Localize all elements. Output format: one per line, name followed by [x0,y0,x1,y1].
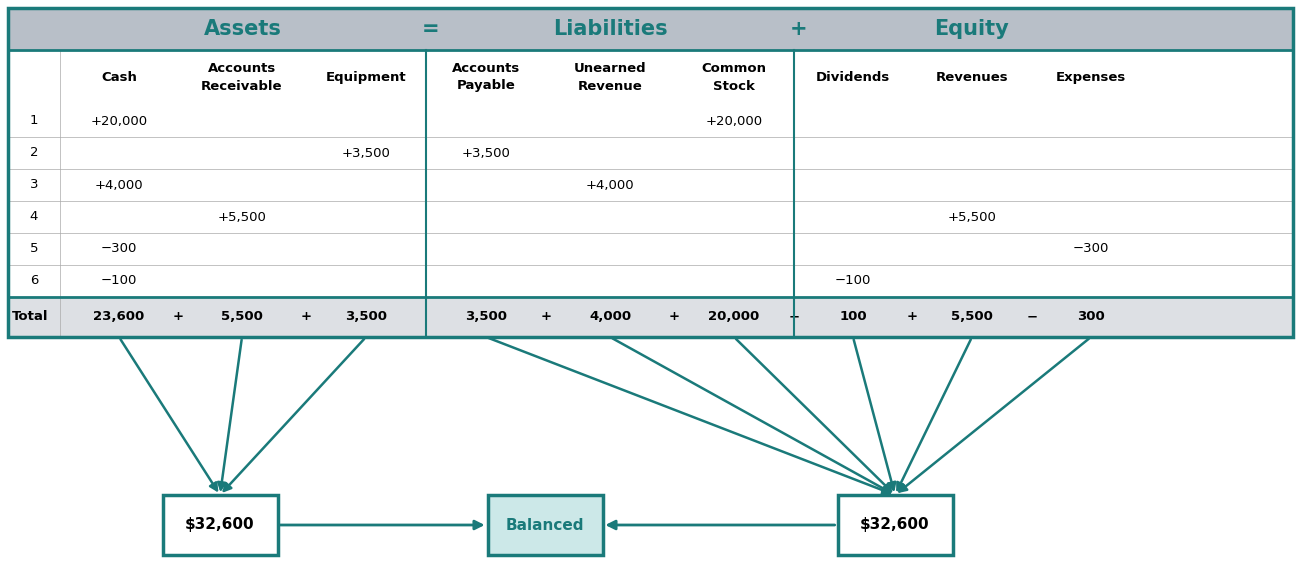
Text: +: + [907,310,917,324]
Text: Liabilities: Liabilities [553,19,667,39]
Text: 300: 300 [1077,310,1105,324]
Text: +: + [301,310,311,324]
Text: 3,500: 3,500 [345,310,386,324]
Text: Equity: Equity [934,19,1010,39]
Text: Revenues: Revenues [935,71,1008,84]
Text: −100: −100 [835,274,872,288]
Text: 100: 100 [839,310,866,324]
Text: +3,500: +3,500 [342,147,390,160]
Text: $32,600: $32,600 [185,517,255,532]
Text: +: + [173,310,183,324]
Bar [838,495,952,555]
Text: +: + [540,310,552,324]
Text: 4,000: 4,000 [589,310,631,324]
Text: 5,500: 5,500 [221,310,263,324]
Text: 1: 1 [30,114,38,128]
Text: −: − [1026,310,1038,324]
Bar [8,8,1293,50]
Bar [8,265,1293,297]
Text: +20,000: +20,000 [91,114,147,128]
Text: =: = [423,19,440,39]
Text: Accounts
Receivable: Accounts Receivable [202,63,282,92]
Text: $32,600: $32,600 [860,517,930,532]
Text: Balanced: Balanced [506,517,584,532]
Text: 5: 5 [30,242,38,256]
Text: Accounts
Payable: Accounts Payable [451,63,520,92]
Text: +5,500: +5,500 [217,211,267,223]
Text: 4: 4 [30,211,38,223]
Bar [8,137,1293,169]
Text: Cash: Cash [101,71,137,84]
Text: +3,500: +3,500 [462,147,510,160]
Text: 20,000: 20,000 [708,310,760,324]
Text: 6: 6 [30,274,38,288]
Text: 3,500: 3,500 [464,310,507,324]
Text: Common
Stock: Common Stock [701,63,766,92]
Text: +4,000: +4,000 [95,179,143,191]
Bar [8,233,1293,265]
Text: −100: −100 [100,274,137,288]
Text: −: − [788,310,800,324]
Text: 2: 2 [30,147,38,160]
Text: +: + [669,310,679,324]
Text: Assets: Assets [204,19,282,39]
Text: 3: 3 [30,179,38,191]
Bar [163,495,277,555]
Bar [488,495,602,555]
Bar [8,8,1293,337]
Text: 5,500: 5,500 [951,310,993,324]
Bar [8,297,1293,337]
Bar [8,105,1293,137]
Text: Equipment: Equipment [325,71,406,84]
Bar [8,50,1293,105]
Bar [8,169,1293,201]
Text: Unearned
Revenue: Unearned Revenue [574,63,647,92]
Text: +20,000: +20,000 [705,114,762,128]
Text: −300: −300 [1073,242,1110,256]
Text: +5,500: +5,500 [947,211,997,223]
Text: Dividends: Dividends [816,71,890,84]
Text: −300: −300 [100,242,137,256]
Text: Total: Total [12,310,48,324]
Bar [8,201,1293,233]
Text: +: + [790,19,808,39]
Text: 23,600: 23,600 [94,310,144,324]
Text: Expenses: Expenses [1056,71,1127,84]
Text: +4,000: +4,000 [585,179,635,191]
